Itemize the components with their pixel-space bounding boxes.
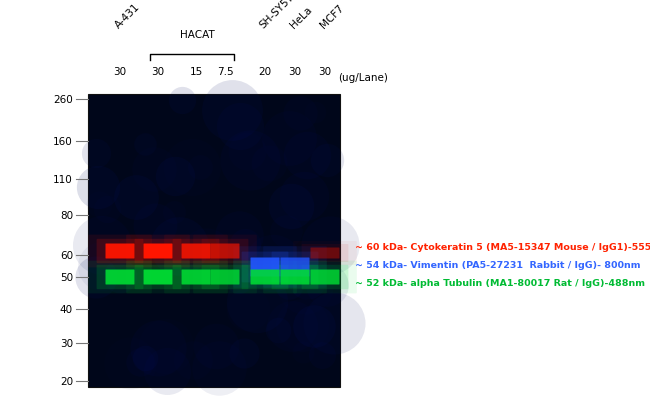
Text: 20: 20 [259,67,272,77]
Text: 30: 30 [114,67,127,77]
FancyBboxPatch shape [173,265,220,290]
FancyBboxPatch shape [302,265,348,290]
Text: 60: 60 [60,250,73,260]
FancyBboxPatch shape [164,261,227,294]
Bar [88,95,340,387]
Text: 7.5: 7.5 [216,67,233,77]
FancyBboxPatch shape [272,265,318,290]
Text: SH-SY5Y: SH-SY5Y [258,0,296,30]
FancyBboxPatch shape [193,261,257,294]
Text: 260: 260 [53,95,73,105]
FancyBboxPatch shape [135,265,181,290]
FancyBboxPatch shape [211,244,239,259]
FancyBboxPatch shape [281,270,309,285]
FancyBboxPatch shape [293,261,357,294]
Text: (ug/Lane): (ug/Lane) [338,73,388,83]
FancyBboxPatch shape [88,261,152,294]
Text: 30: 30 [151,67,164,77]
FancyBboxPatch shape [105,270,135,285]
Text: ~ 52 kDa- alpha Tubulin (MA1-80017 Rat / IgG)-488nm: ~ 52 kDa- alpha Tubulin (MA1-80017 Rat /… [355,279,645,288]
FancyBboxPatch shape [311,248,339,259]
FancyBboxPatch shape [250,258,280,277]
FancyBboxPatch shape [97,239,144,264]
Text: 30: 30 [60,338,73,348]
Text: HACAT: HACAT [179,30,214,40]
FancyBboxPatch shape [202,265,248,290]
FancyBboxPatch shape [233,261,297,294]
Text: MCF7: MCF7 [318,2,345,30]
Text: 160: 160 [53,136,73,147]
FancyBboxPatch shape [173,239,220,264]
Text: 110: 110 [53,175,73,185]
Text: 15: 15 [189,67,203,77]
FancyBboxPatch shape [193,235,257,268]
FancyBboxPatch shape [233,247,297,288]
FancyBboxPatch shape [164,235,227,268]
FancyBboxPatch shape [311,270,339,285]
Text: 30: 30 [289,67,302,77]
FancyBboxPatch shape [302,244,348,262]
FancyBboxPatch shape [250,270,280,285]
FancyBboxPatch shape [88,235,152,268]
FancyBboxPatch shape [263,261,327,294]
FancyBboxPatch shape [181,270,211,285]
FancyBboxPatch shape [181,244,211,259]
FancyBboxPatch shape [242,265,289,290]
Text: 30: 30 [318,67,332,77]
FancyBboxPatch shape [126,235,190,268]
FancyBboxPatch shape [281,258,309,277]
FancyBboxPatch shape [105,244,135,259]
Text: ~ 60 kDa- Cytokeratin 5 (MA5-15347 Mouse / IgG1)-555nm: ~ 60 kDa- Cytokeratin 5 (MA5-15347 Mouse… [355,243,650,252]
FancyBboxPatch shape [144,244,172,259]
Text: ~ 54 kDa- Vimentin (PA5-27231  Rabbit / IgG)- 800nm: ~ 54 kDa- Vimentin (PA5-27231 Rabbit / I… [355,261,640,270]
Text: HeLa: HeLa [288,4,313,30]
Text: 80: 80 [60,211,73,220]
FancyBboxPatch shape [263,247,327,288]
Text: A-431: A-431 [113,1,142,30]
FancyBboxPatch shape [135,239,181,264]
FancyBboxPatch shape [126,261,190,294]
Text: 20: 20 [60,376,73,386]
FancyBboxPatch shape [97,265,144,290]
Text: 40: 40 [60,304,73,314]
FancyBboxPatch shape [211,270,239,285]
FancyBboxPatch shape [202,239,248,264]
FancyBboxPatch shape [144,270,172,285]
FancyBboxPatch shape [242,252,289,283]
FancyBboxPatch shape [272,252,318,283]
Text: 50: 50 [60,272,73,282]
